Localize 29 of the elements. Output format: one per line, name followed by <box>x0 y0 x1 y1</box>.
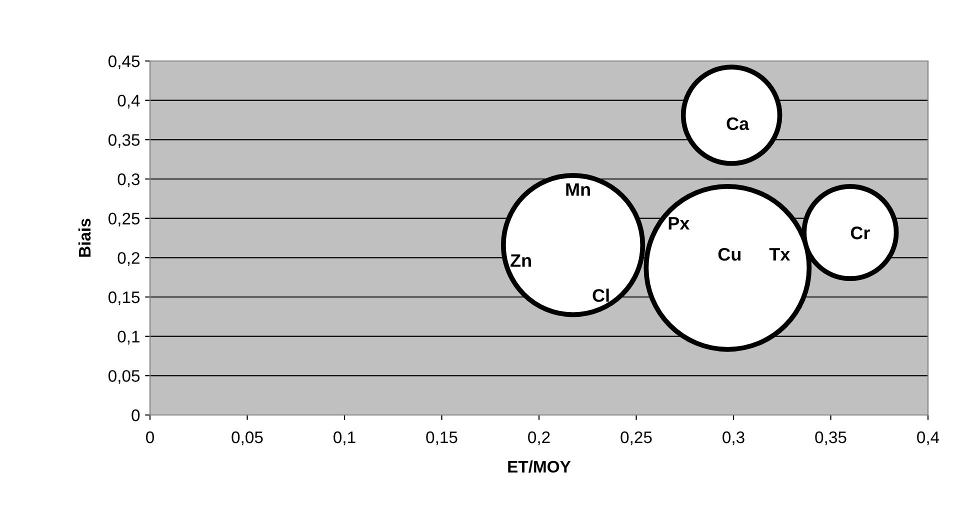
y-tick-label: 0,15 <box>108 291 140 306</box>
x-tick-label: 0,2 <box>528 431 550 446</box>
x-tick-label: 0,25 <box>620 431 652 446</box>
annotation: Cu <box>718 248 741 261</box>
y-axis-title: Biais <box>78 218 91 257</box>
x-tick-label: 0,4 <box>917 431 940 446</box>
annotation: Px <box>668 217 690 230</box>
y-tick-label: 0,45 <box>108 55 140 70</box>
y-tick-label: 0,2 <box>118 252 140 266</box>
y-tick-label: 0,35 <box>108 134 140 148</box>
x-tick-label: 0,15 <box>426 431 458 446</box>
y-tick-label: 0,25 <box>108 212 140 227</box>
y-tick-label: 0,4 <box>118 94 140 109</box>
annotation: Tx <box>769 248 790 261</box>
annotation: Cr <box>850 226 870 240</box>
y-tick-label: 0,1 <box>118 330 140 345</box>
x-tick-label: 0,35 <box>815 431 846 446</box>
y-tick-label: 0,3 <box>118 173 140 188</box>
annotation: Zn <box>510 254 531 267</box>
annotation: Cl <box>592 288 609 302</box>
x-tick-label: 0,05 <box>232 431 263 446</box>
annotation: Mn <box>566 183 590 196</box>
y-tick-label: 0 <box>132 409 140 422</box>
annotation: Ca <box>726 117 750 130</box>
y-tick-label: 0,05 <box>108 370 140 384</box>
x-tick-label: 0,3 <box>722 431 744 446</box>
x-axis-title: ET/MOY <box>508 460 571 473</box>
x-tick-label: 0,1 <box>334 431 356 446</box>
x-tick-label: 0 <box>146 431 154 444</box>
